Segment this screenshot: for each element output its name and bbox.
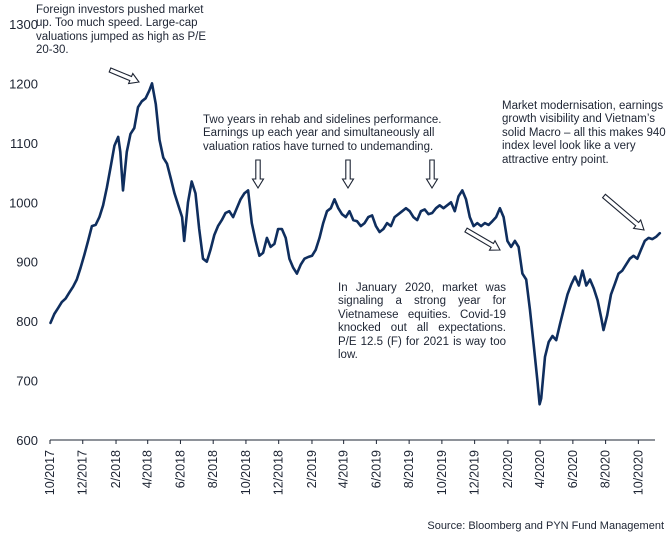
x-tick-label: 12/2017 [76,450,90,495]
y-axis: 600 700 800 900 1000 1100 1200 1300 [9,17,38,448]
arrow-rehab-2 [341,159,355,190]
x-tick-label: 4/2020 [533,450,547,488]
x-tick-label: 12/2018 [272,450,286,495]
x-tick-label: 6/2018 [173,450,187,488]
y-tick-label: 1200 [9,76,38,91]
arrow-modernisation [601,193,645,231]
x-tick-label: 8/2018 [206,450,220,488]
annotation-foreign-investors: Foreign investors pushed market up. Too … [36,4,207,57]
y-tick-label: 800 [16,314,38,329]
x-tick-label: 4/2018 [141,450,155,488]
x-tick-label: 6/2019 [369,450,383,488]
source-note: Source: Bloomberg and PYN Fund Managemen… [427,520,664,532]
arrow-january-2020-tail [464,227,501,251]
x-tick-label: 10/2020 [631,450,645,495]
y-tick-label: 700 [16,374,38,389]
x-tick-label: 10/2019 [435,450,449,495]
annotation-two-years-rehab: Two years in rehab and sidelines perform… [203,114,442,153]
arrow-rehab-1 [251,159,265,190]
x-tick-label: 2/2018 [109,450,123,488]
annotation-arrows [108,67,645,251]
x-axis: 10/2017 12/2017 2/2018 4/2018 6/2018 8/2018 10… [43,439,655,495]
y-tick-label: 1100 [10,136,38,151]
y-tick-label: 600 [16,433,38,448]
annotation-january-2020: In January 2020, market was signaling a … [338,282,506,362]
annotation-market-modernisation: Market modernisation, earnings growth vi… [502,100,666,166]
x-tick-label: 8/2019 [402,450,416,488]
x-tick-label: 10/2017 [43,450,57,495]
y-tick-label: 1300 [9,17,38,32]
x-tick-label: 4/2019 [337,450,351,488]
y-tick-label: 1000 [9,195,38,210]
x-tick-label: 8/2020 [599,450,613,488]
arrow-rehab-3 [425,159,439,190]
x-tick-label: 6/2020 [566,450,580,488]
x-tick-label: 10/2018 [239,450,253,495]
y-tick-label: 900 [16,255,38,270]
x-tick-label: 2/2020 [501,450,515,488]
x-tick-label: 2/2019 [305,450,319,488]
arrow-foreign-investors [108,67,140,85]
x-tick-label: 12/2019 [468,450,482,495]
series-line [49,82,662,406]
